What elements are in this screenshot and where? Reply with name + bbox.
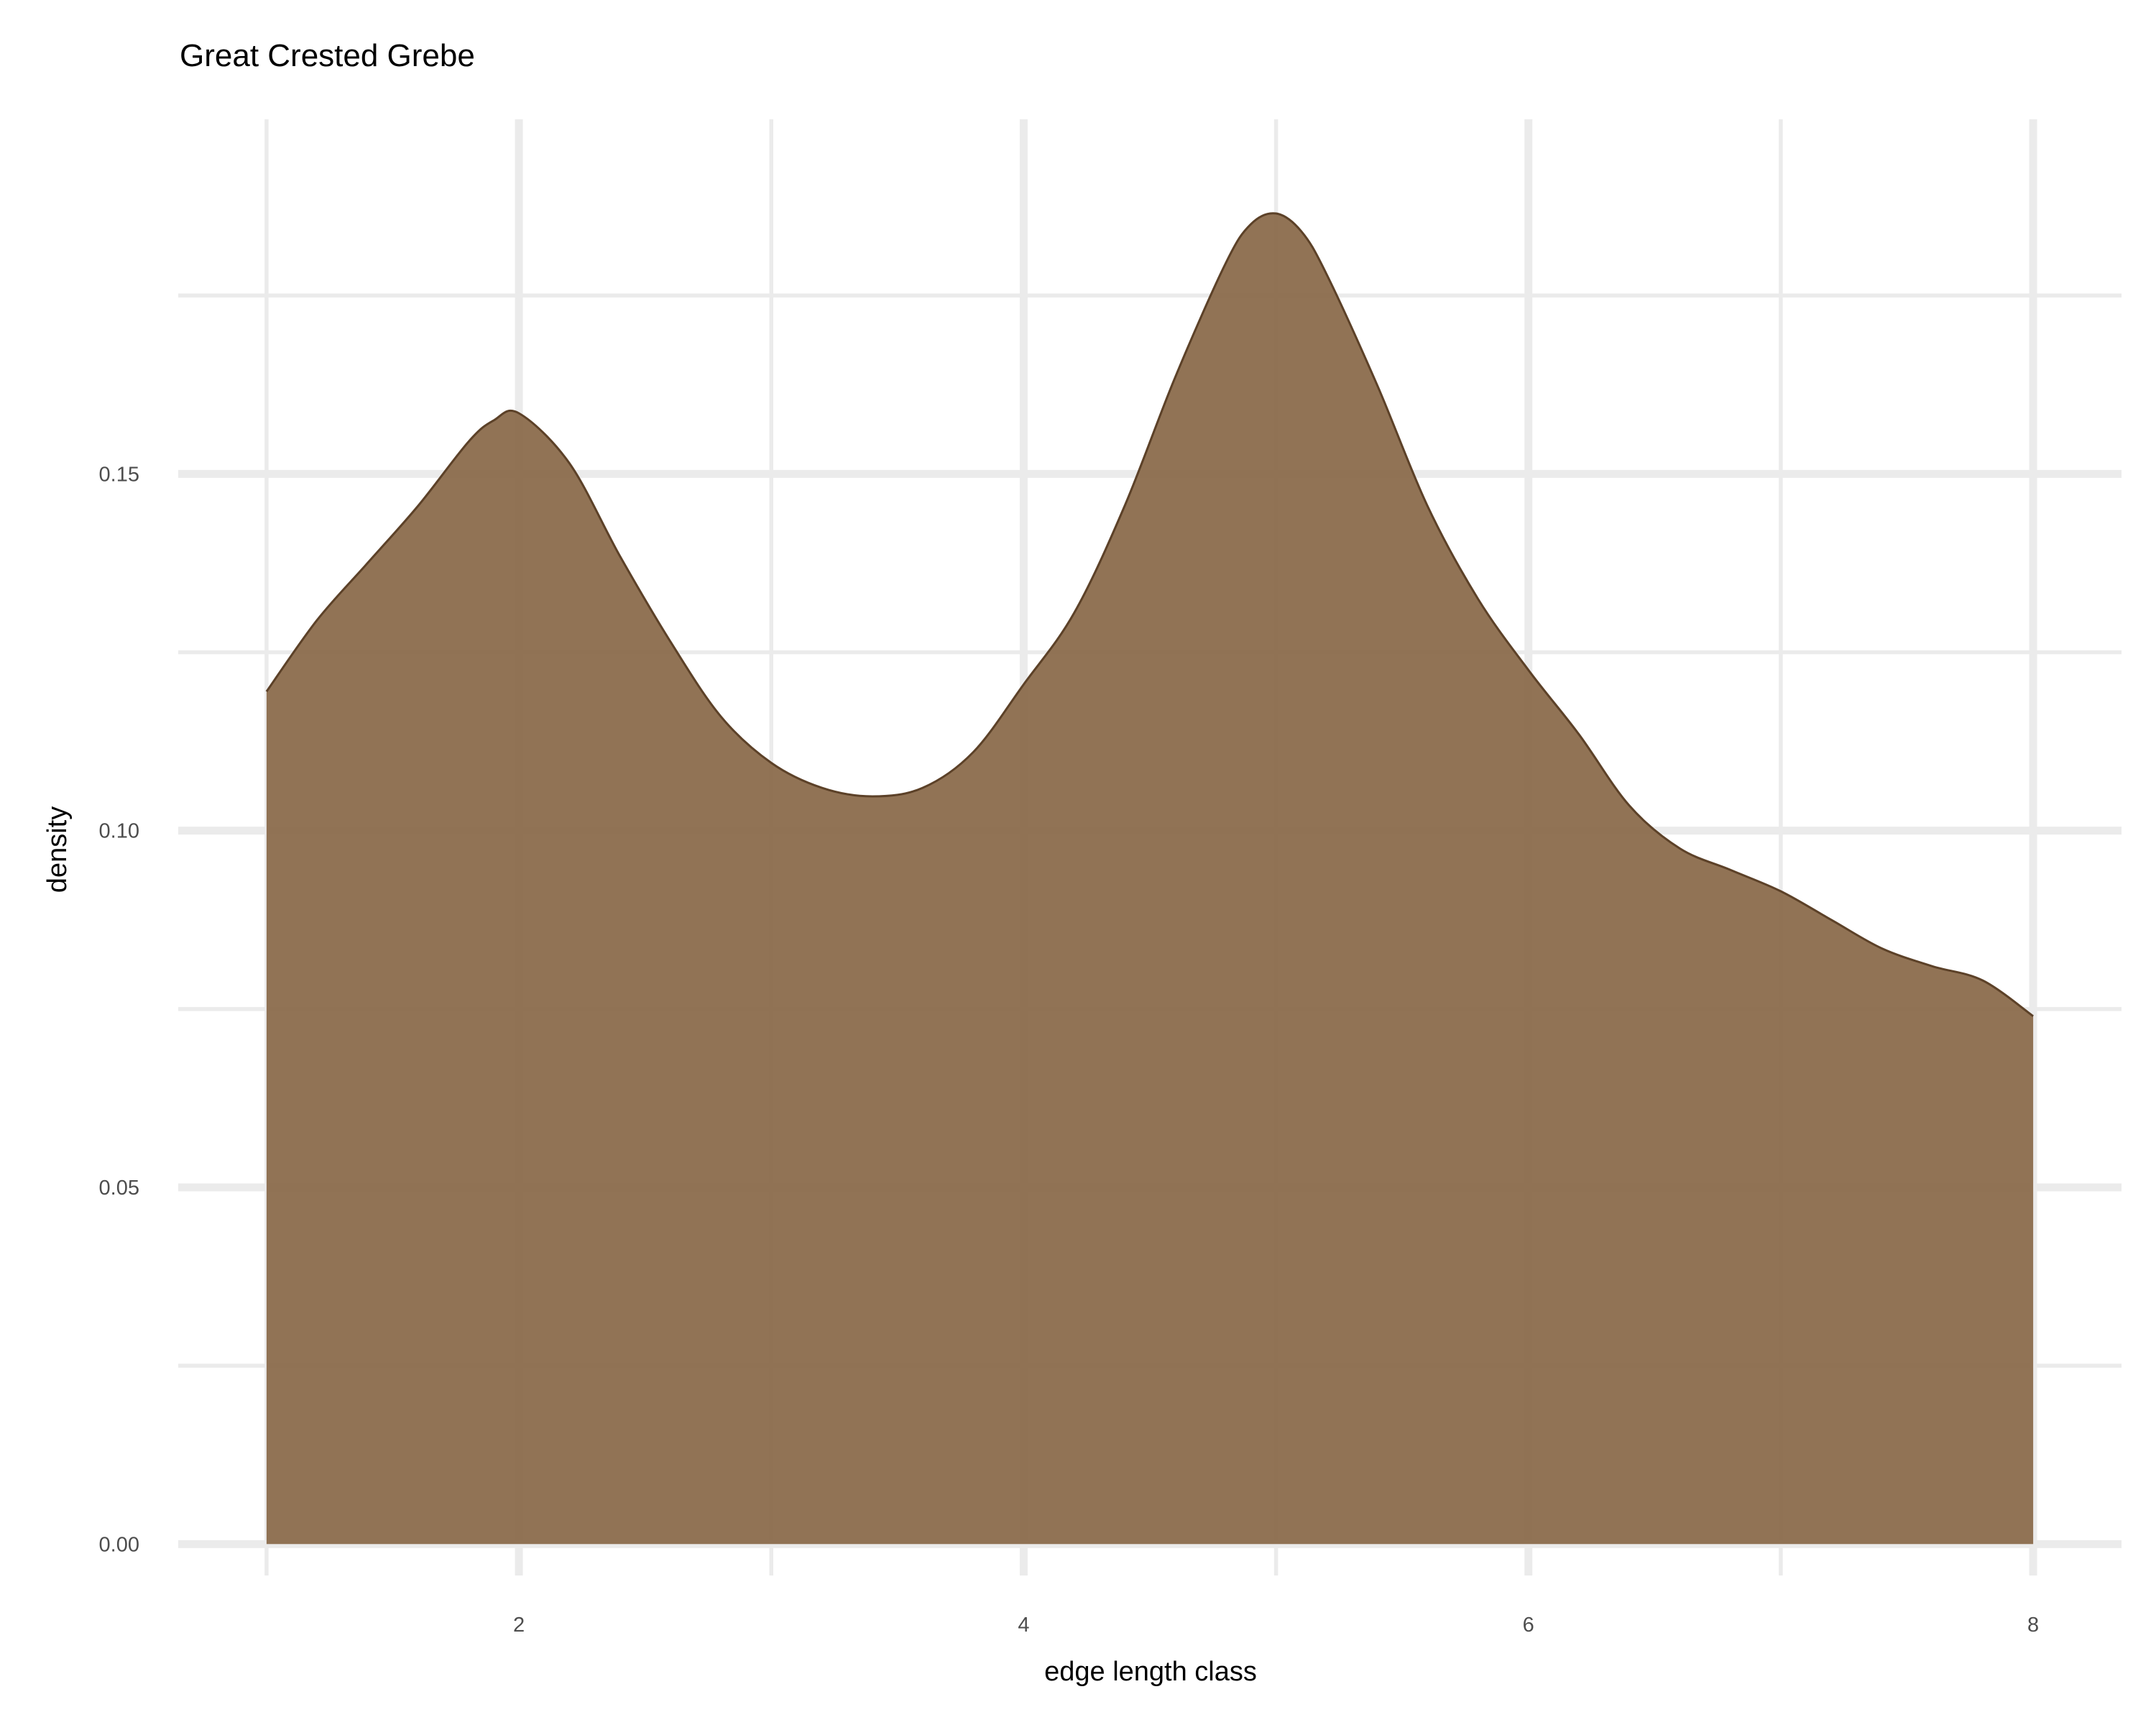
density-area — [266, 213, 2034, 1545]
density-outline — [265, 212, 2034, 1018]
y-tick-label: 0.15 — [99, 463, 139, 486]
axis-tick-labels: 2 4 6 8 0.00 0.05 0.10 0.15 — [99, 463, 2040, 1637]
chart-title: Great Crested Grebe — [180, 38, 475, 73]
y-axis-title: density — [42, 806, 73, 893]
x-tick-label: 8 — [2027, 1614, 2039, 1637]
x-tick-label: 2 — [513, 1614, 525, 1637]
y-tick-label: 0.05 — [99, 1177, 139, 1200]
x-axis-title: edge length class — [1044, 1657, 1257, 1687]
x-tick-label: 6 — [1523, 1614, 1534, 1637]
x-tick-label: 4 — [1018, 1614, 1029, 1637]
y-tick-label: 0.10 — [99, 820, 139, 843]
y-tick-label: 0.00 — [99, 1533, 139, 1556]
